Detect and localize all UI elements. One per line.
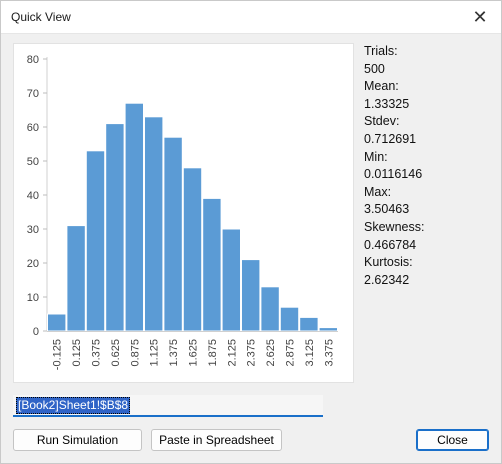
histogram-bar	[85, 150, 106, 332]
y-tick-label: 30	[27, 224, 39, 236]
histogram-bar	[163, 136, 183, 332]
x-tick-label: 2.875	[285, 339, 297, 367]
stat-value: 3.50463	[364, 202, 410, 217]
stat-label: Max:	[364, 184, 392, 199]
y-tick-label: 80	[27, 54, 39, 66]
histogram-bar	[124, 102, 144, 332]
histogram-bar	[144, 116, 164, 332]
stat-trials: Trials: 500	[364, 43, 494, 78]
y-tick-label: 10	[27, 292, 39, 304]
cell-reference-text[interactable]: [Book2]Sheet1!$B$8	[16, 397, 131, 414]
y-tick-label: 60	[27, 122, 39, 134]
histogram-bar	[299, 316, 319, 332]
x-tick-label: 1.875	[207, 339, 219, 367]
x-tick-label: 2.625	[265, 339, 277, 367]
histogram-chart-panel: 0 10 20 30 40 50 60 70 80 -0.125 0.125 0.375 0.625 0.…	[13, 43, 354, 383]
y-tick-label: 0	[33, 326, 39, 338]
stat-kurtosis: Kurtosis: 2.62342	[364, 254, 494, 289]
histogram-bar	[202, 197, 222, 332]
x-tick-label: 0.375	[91, 339, 103, 367]
stat-max: Max: 3.50463	[364, 184, 494, 219]
close-button[interactable]: Close	[416, 429, 489, 451]
stat-label: Skewness:	[364, 219, 425, 234]
histogram-bar	[318, 327, 339, 332]
x-tick-label: 3.375	[323, 339, 335, 367]
stat-value: 0.712691	[364, 131, 417, 146]
x-tick-label: 2.125	[226, 339, 238, 367]
stat-skewness: Skewness: 0.466784	[364, 219, 494, 254]
y-tick-label: 40	[27, 190, 39, 202]
stat-label: Kurtosis:	[364, 255, 413, 270]
x-tick-label: 2.375	[246, 339, 258, 367]
y-tick-label: 50	[27, 156, 39, 168]
stat-stdev: Stdev: 0.712691	[364, 113, 494, 148]
histogram-bar	[47, 313, 67, 332]
statistics-panel: Trials: 500 Mean: 1.33325 Stdev: 0.71269…	[364, 43, 494, 289]
window-title: Quick View	[11, 10, 71, 24]
run-simulation-button[interactable]: Run Simulation	[13, 429, 142, 451]
stat-mean: Mean: 1.33325	[364, 78, 494, 113]
histogram-bar	[66, 225, 86, 332]
stat-value: 500	[364, 61, 385, 76]
histogram-bar	[241, 259, 261, 332]
x-tick-label: 1.125	[149, 339, 161, 367]
y-tick-label: 70	[27, 88, 39, 100]
stat-label: Mean:	[364, 79, 399, 94]
stat-value: 0.466784	[364, 237, 417, 252]
stat-min: Min: 0.0116146	[364, 149, 494, 184]
stat-label: Stdev:	[364, 114, 400, 129]
histogram-chart: 0 10 20 30 40 50 60 70 80 -0.125 0.125 0.375 0.625 0.…	[27, 54, 339, 370]
paste-in-spreadsheet-button[interactable]: Paste in Spreadsheet	[151, 429, 282, 451]
x-tick-label: 1.375	[168, 339, 180, 367]
y-tick-label: 20	[27, 258, 39, 270]
histogram-bar	[279, 306, 300, 332]
x-tick-label: 3.125	[304, 339, 316, 367]
histogram-bar	[260, 286, 280, 332]
stat-value: 0.0116146	[364, 167, 423, 182]
histogram-bar	[182, 167, 203, 332]
stat-value: 2.62342	[364, 272, 410, 287]
stat-label: Trials:	[364, 44, 398, 58]
histogram-bar	[221, 228, 242, 332]
x-tick-label: 0.125	[71, 339, 83, 367]
stat-value: 1.33325	[364, 96, 410, 111]
x-tick-label: -0.125	[52, 339, 64, 370]
title-bar: Quick View ✕	[1, 1, 501, 34]
close-icon[interactable]: ✕	[472, 6, 488, 27]
x-tick-label: 0.625	[110, 339, 122, 367]
cell-reference-field[interactable]: [Book2]Sheet1!$B$8	[13, 395, 323, 417]
stat-label: Min:	[364, 149, 388, 164]
x-tick-label: 0.875	[129, 339, 141, 367]
x-tick-label: 1.625	[188, 339, 200, 367]
histogram-bar	[105, 123, 125, 332]
